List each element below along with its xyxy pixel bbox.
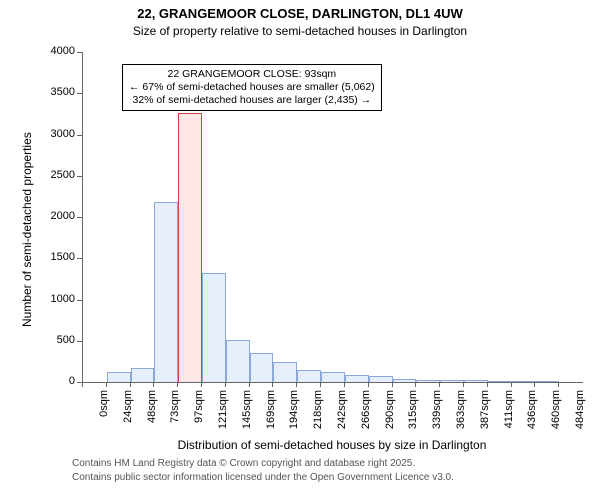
- x-tick-label: 73sqm: [169, 390, 181, 450]
- y-tick-label: 1000: [37, 293, 75, 305]
- x-tick-mark: [439, 382, 440, 387]
- x-tick-label: 97sqm: [193, 390, 205, 450]
- histogram-bar: [369, 376, 393, 382]
- x-tick-mark: [272, 382, 273, 387]
- histogram-bar: [202, 273, 226, 382]
- histogram-bar: [131, 368, 155, 382]
- histogram-bar: [535, 381, 559, 382]
- chart-title-main: 22, GRANGEMOOR CLOSE, DARLINGTON, DL1 4U…: [0, 6, 600, 21]
- x-tick-label: 484sqm: [574, 390, 586, 450]
- histogram-bar: [416, 380, 440, 382]
- x-tick-label: 460sqm: [550, 390, 562, 450]
- x-tick-label: 436sqm: [526, 390, 538, 450]
- y-tick-mark: [77, 52, 82, 53]
- y-tick-mark: [77, 135, 82, 136]
- y-tick-label: 2500: [37, 169, 75, 181]
- footer-line2: Contains public sector information licen…: [72, 472, 454, 483]
- y-tick-label: 3000: [37, 128, 75, 140]
- x-tick-label: 387sqm: [479, 390, 491, 450]
- x-tick-mark: [106, 382, 107, 387]
- x-tick-mark: [201, 382, 202, 387]
- histogram-bar: [107, 372, 131, 382]
- histogram-bar: [226, 340, 250, 382]
- x-tick-label: 169sqm: [265, 390, 277, 450]
- x-tick-label: 266sqm: [360, 390, 372, 450]
- y-tick-mark: [77, 258, 82, 259]
- x-tick-label: 24sqm: [122, 390, 134, 450]
- x-tick-label: 145sqm: [241, 390, 253, 450]
- x-tick-mark: [558, 382, 559, 387]
- footer-line1: Contains HM Land Registry data © Crown c…: [72, 458, 415, 469]
- x-tick-label: 121sqm: [217, 390, 229, 450]
- x-tick-mark: [153, 382, 154, 387]
- y-tick-mark: [77, 300, 82, 301]
- x-tick-label: 290sqm: [384, 390, 396, 450]
- histogram-bar: [464, 380, 488, 382]
- x-tick-mark: [463, 382, 464, 387]
- histogram-bar: [273, 362, 297, 382]
- x-tick-label: 363sqm: [455, 390, 467, 450]
- x-tick-mark: [320, 382, 321, 387]
- x-tick-label: 315sqm: [407, 390, 419, 450]
- annotation-line1: 22 GRANGEMOOR CLOSE: 93sqm: [129, 68, 375, 81]
- histogram-bar: [512, 381, 536, 382]
- x-tick-mark: [368, 382, 369, 387]
- histogram-bar: [345, 375, 369, 382]
- histogram-bar: [488, 381, 512, 382]
- histogram-bar: [297, 370, 321, 382]
- x-tick-mark: [392, 382, 393, 387]
- x-tick-mark: [225, 382, 226, 387]
- x-tick-mark: [511, 382, 512, 387]
- x-tick-mark: [534, 382, 535, 387]
- x-tick-label: 194sqm: [288, 390, 300, 450]
- x-tick-label: 0sqm: [98, 390, 110, 450]
- x-tick-mark: [415, 382, 416, 387]
- histogram-bar: [154, 202, 178, 382]
- x-tick-label: 48sqm: [146, 390, 158, 450]
- x-tick-mark: [130, 382, 131, 387]
- histogram-bar: [250, 353, 274, 382]
- y-tick-label: 1500: [37, 251, 75, 263]
- x-tick-mark: [82, 382, 83, 387]
- x-tick-mark: [344, 382, 345, 387]
- x-tick-label: 242sqm: [336, 390, 348, 450]
- annotation-line3: 32% of semi-detached houses are larger (…: [129, 94, 375, 107]
- x-tick-label: 411sqm: [503, 390, 515, 450]
- x-tick-label: 218sqm: [312, 390, 324, 450]
- histogram-bar: [321, 372, 345, 382]
- y-tick-label: 4000: [37, 45, 75, 57]
- x-tick-mark: [487, 382, 488, 387]
- y-tick-label: 3500: [37, 86, 75, 98]
- y-axis-label: Number of semi-detached properties: [20, 132, 34, 327]
- y-tick-mark: [77, 93, 82, 94]
- x-tick-mark: [177, 382, 178, 387]
- chart-container: 22, GRANGEMOOR CLOSE, DARLINGTON, DL1 4U…: [0, 0, 600, 500]
- y-tick-mark: [77, 341, 82, 342]
- chart-title-sub: Size of property relative to semi-detach…: [0, 24, 600, 38]
- x-tick-mark: [296, 382, 297, 387]
- y-tick-label: 2000: [37, 210, 75, 222]
- highlight-bar: [178, 113, 202, 382]
- y-tick-label: 500: [37, 334, 75, 346]
- histogram-bar: [393, 379, 417, 382]
- histogram-bar: [440, 380, 464, 382]
- x-tick-mark: [249, 382, 250, 387]
- x-tick-label: 339sqm: [431, 390, 443, 450]
- annotation-box: 22 GRANGEMOOR CLOSE: 93sqm ← 67% of semi…: [122, 64, 382, 111]
- annotation-line2: ← 67% of semi-detached houses are smalle…: [129, 81, 375, 94]
- y-tick-mark: [77, 176, 82, 177]
- y-tick-mark: [77, 217, 82, 218]
- y-tick-label: 0: [37, 375, 75, 387]
